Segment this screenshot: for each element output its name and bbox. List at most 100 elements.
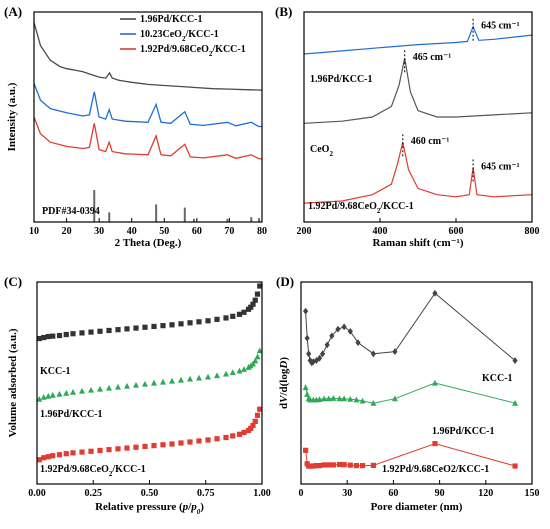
data-point [316, 396, 323, 402]
data-point [254, 291, 261, 297]
data-point [115, 446, 121, 452]
data-point [56, 332, 63, 339]
x-tick-label: 600 [449, 226, 464, 237]
series-label-2: 1.96Pd/KCC-1 [432, 426, 495, 437]
x-tick-label: 150 [525, 488, 540, 499]
data-point [353, 396, 360, 403]
data-point [330, 462, 336, 468]
y-axis-label: Intensity (a.u.) [6, 82, 18, 151]
x-tick-label: 0.50 [141, 488, 159, 499]
panel-label: (A) [4, 4, 22, 19]
data-point [205, 318, 211, 324]
data-point [303, 307, 309, 315]
data-point [133, 325, 139, 331]
data-point [306, 350, 312, 358]
series-label-1: 1.96Pd/KCC-1 [310, 74, 373, 85]
data-point [313, 462, 319, 469]
data-point [326, 462, 332, 468]
x-tick-label: 30 [342, 488, 352, 499]
data-point [236, 431, 243, 437]
data-point [36, 335, 42, 342]
x-tick-label: 20 [62, 226, 72, 237]
reference-card-label: PDF#34-0394 [42, 206, 100, 217]
series-label-3: 1.92Pd/9.68CeO2/KCC-1 [308, 201, 414, 215]
data-point [330, 395, 337, 401]
data-point [115, 327, 121, 333]
x-tick-label: 0.25 [85, 488, 103, 499]
data-point [223, 434, 229, 441]
raman-curve-2 [303, 58, 533, 124]
data-point [370, 400, 377, 406]
data-point [49, 391, 56, 398]
data-point [316, 354, 323, 362]
data-point [196, 374, 202, 381]
y-axis-label: Volume adsorbed (a.u.) [7, 328, 19, 437]
data-point [45, 454, 51, 460]
data-point [229, 369, 236, 376]
data-point [124, 326, 130, 332]
data-point [63, 331, 69, 338]
data-point [63, 451, 69, 457]
data-point [214, 372, 220, 379]
data-point [347, 462, 353, 468]
data-point [187, 375, 193, 382]
data-point [41, 334, 47, 341]
data-point [151, 443, 157, 449]
data-point [370, 462, 376, 468]
data-point [97, 447, 103, 454]
data-point [353, 462, 360, 469]
series-label-2: CeO2 [310, 144, 333, 158]
data-point [359, 397, 366, 404]
panel-c-isotherm: (C) KCC-1 1.96Pd/KCC-1 1.92Pd/9.68CeO2/KCC-… [4, 274, 271, 516]
xrd-curve-3 [33, 116, 263, 160]
data-point [241, 366, 247, 372]
data-point [336, 461, 343, 468]
data-point [230, 433, 236, 439]
data-point [336, 395, 343, 402]
data-point [307, 357, 313, 364]
data-point [431, 379, 438, 386]
pore-curve-2 [305, 382, 516, 404]
data-point [196, 319, 202, 325]
series-label-2: 1.96Pd/KCC-1 [40, 409, 103, 420]
data-point [70, 331, 76, 337]
data-point [133, 381, 139, 388]
x-tick-label: 120 [478, 488, 493, 499]
data-point [391, 395, 398, 402]
data-point [392, 348, 398, 355]
data-point [341, 462, 347, 468]
data-point [56, 390, 63, 397]
data-point [313, 357, 319, 364]
data-point [214, 436, 220, 442]
data-point [124, 382, 130, 389]
x-tick-label: 90 [435, 488, 445, 499]
plot-frame [303, 11, 533, 223]
x-tick-label: 0.75 [197, 488, 215, 499]
data-point [370, 350, 376, 358]
data-point [347, 395, 354, 402]
data-point [256, 347, 263, 354]
data-point [250, 301, 256, 307]
data-point [169, 322, 175, 328]
data-point [304, 334, 310, 342]
x-tick-label: 0 [299, 488, 304, 499]
data-point [310, 463, 316, 469]
data-point [196, 438, 202, 444]
data-point [214, 316, 220, 322]
data-point [106, 327, 112, 334]
data-point [169, 441, 175, 447]
x-tick-label: 200 [297, 226, 312, 237]
panel-label: (C) [4, 274, 22, 289]
data-point [236, 311, 243, 317]
data-point [250, 360, 256, 367]
data-point [36, 457, 42, 463]
data-point [341, 323, 347, 331]
data-point [79, 449, 85, 455]
data-point [115, 383, 121, 390]
x-tick-label: 0.00 [28, 488, 46, 499]
data-point [355, 339, 361, 346]
data-point [512, 357, 518, 364]
x-tick-label: 800 [525, 226, 540, 237]
data-point [324, 341, 330, 349]
panel-b-raman: (B) 645 cm⁻¹ 465 cm⁻¹ 460 cm⁻¹ 645 cm⁻¹ 1.96P… [275, 4, 540, 249]
